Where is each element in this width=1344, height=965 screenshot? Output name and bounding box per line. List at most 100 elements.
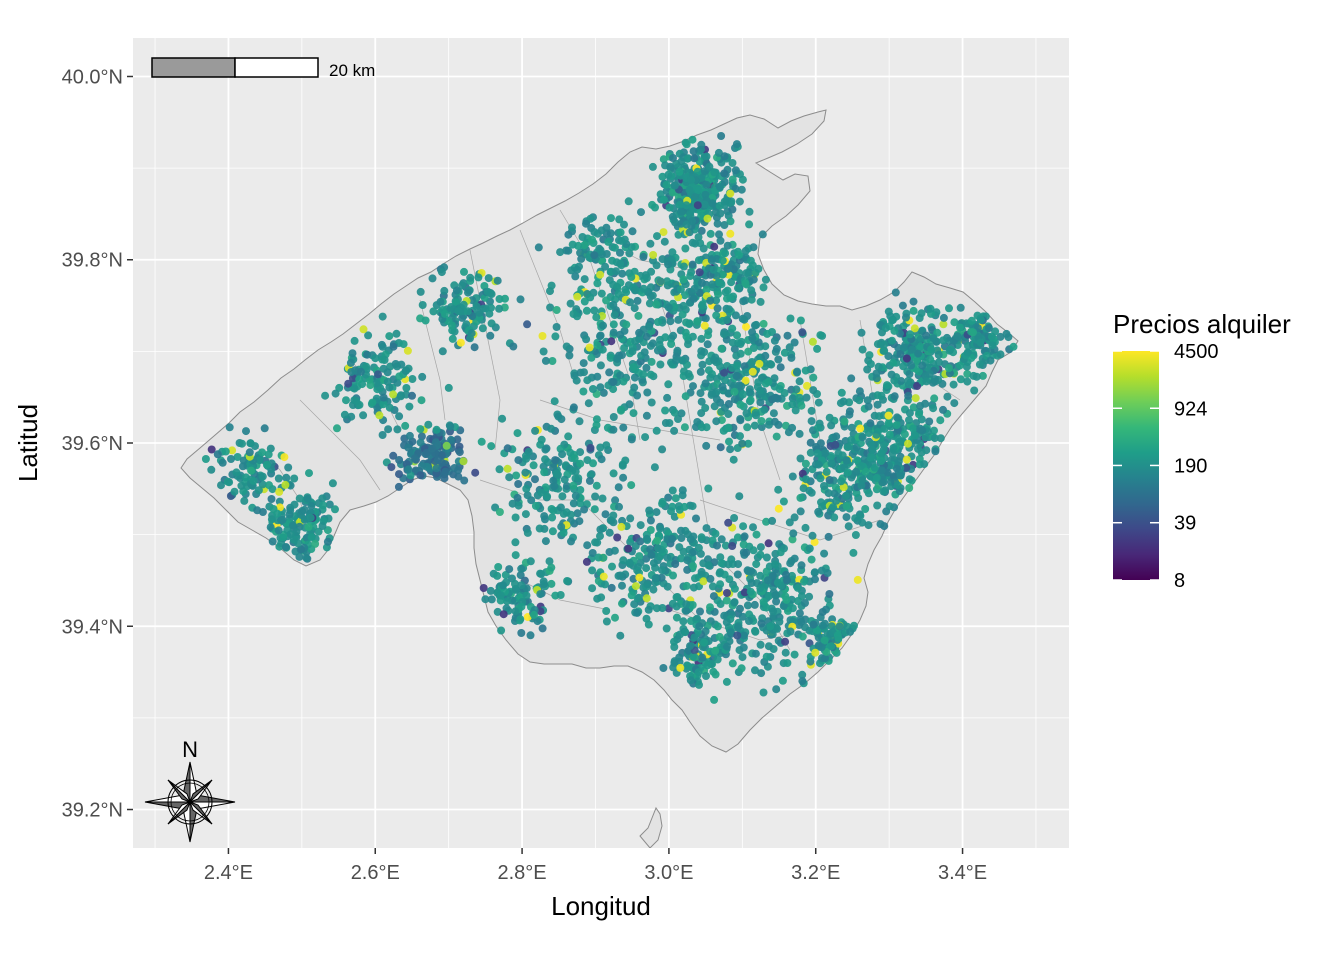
price-point bbox=[737, 664, 746, 673]
price-point bbox=[466, 334, 474, 343]
price-point bbox=[825, 476, 834, 484]
price-point bbox=[662, 180, 671, 189]
price-point bbox=[683, 530, 692, 539]
price-point bbox=[895, 437, 904, 446]
price-point bbox=[670, 512, 679, 521]
price-point bbox=[557, 522, 566, 531]
price-point bbox=[572, 376, 581, 385]
price-point bbox=[613, 282, 621, 291]
price-point bbox=[285, 510, 294, 519]
price-point bbox=[741, 279, 750, 288]
price-point bbox=[626, 514, 635, 523]
price-point bbox=[768, 516, 777, 525]
price-point bbox=[764, 539, 773, 548]
price-point bbox=[855, 396, 864, 405]
price-point bbox=[733, 570, 742, 579]
price-point bbox=[642, 594, 651, 603]
price-point bbox=[931, 447, 940, 456]
price-point bbox=[771, 591, 780, 600]
price-point bbox=[907, 361, 916, 370]
price-point bbox=[275, 487, 284, 496]
price-point bbox=[963, 348, 972, 357]
price-point bbox=[880, 424, 889, 433]
price-point bbox=[604, 237, 613, 246]
price-point bbox=[556, 248, 565, 257]
price-point bbox=[682, 201, 691, 210]
price-point bbox=[747, 579, 756, 587]
price-point bbox=[839, 397, 848, 406]
price-point bbox=[790, 513, 799, 522]
price-point bbox=[796, 454, 805, 463]
price-point bbox=[856, 424, 865, 433]
price-point bbox=[375, 411, 384, 420]
price-point bbox=[609, 511, 618, 520]
price-point bbox=[582, 335, 591, 344]
price-point bbox=[307, 501, 316, 510]
price-point bbox=[827, 642, 836, 651]
y-axis: 39.2°N 39.4°N 39.6°N 39.8°N 40.0°N bbox=[62, 66, 133, 822]
price-point bbox=[672, 602, 681, 611]
price-point bbox=[732, 372, 741, 380]
price-point bbox=[916, 424, 925, 433]
price-point bbox=[421, 316, 430, 325]
price-point bbox=[487, 595, 496, 604]
price-point bbox=[779, 602, 788, 610]
price-point bbox=[417, 432, 426, 441]
price-point bbox=[856, 511, 865, 520]
price-point bbox=[321, 391, 330, 400]
price-point bbox=[816, 331, 825, 340]
price-point bbox=[898, 301, 907, 310]
price-point bbox=[651, 203, 659, 212]
price-point bbox=[616, 631, 625, 640]
legend-tick-label: 924 bbox=[1174, 398, 1207, 420]
price-point bbox=[870, 463, 879, 472]
price-point bbox=[752, 560, 761, 569]
price-point bbox=[724, 389, 733, 398]
price-point bbox=[580, 297, 589, 306]
price-point bbox=[666, 162, 675, 171]
price-point bbox=[659, 664, 668, 672]
price-point bbox=[797, 401, 806, 410]
x-tick-label: 3.0°E bbox=[644, 862, 693, 884]
price-point bbox=[523, 528, 532, 537]
price-point bbox=[648, 162, 657, 171]
price-point bbox=[344, 379, 353, 388]
price-point bbox=[723, 589, 731, 597]
price-point bbox=[697, 397, 706, 406]
price-point bbox=[441, 467, 450, 476]
x-tick-label: 2.4°E bbox=[204, 862, 253, 884]
price-point bbox=[682, 600, 691, 609]
price-point bbox=[745, 220, 754, 229]
price-point bbox=[539, 347, 548, 356]
price-point bbox=[864, 402, 873, 411]
price-point bbox=[904, 439, 912, 448]
price-point bbox=[760, 405, 769, 414]
price-point bbox=[752, 411, 760, 420]
price-point bbox=[820, 636, 829, 645]
price-point bbox=[392, 329, 401, 338]
price-point bbox=[517, 564, 526, 573]
price-point bbox=[538, 624, 547, 633]
price-point bbox=[970, 386, 979, 395]
price-point bbox=[448, 321, 456, 330]
price-point bbox=[221, 447, 230, 456]
price-point bbox=[706, 373, 715, 382]
price-point bbox=[736, 416, 745, 425]
price-point bbox=[637, 208, 645, 217]
price-point bbox=[811, 648, 820, 657]
price-point bbox=[705, 162, 714, 171]
price-point bbox=[405, 431, 414, 440]
price-point bbox=[701, 404, 710, 412]
price-point bbox=[493, 571, 502, 580]
price-point bbox=[926, 355, 935, 364]
price-point bbox=[416, 438, 425, 447]
municipal-border bbox=[299, 399, 381, 491]
price-point bbox=[807, 406, 816, 415]
price-point bbox=[772, 344, 781, 353]
price-point bbox=[689, 147, 698, 156]
price-point bbox=[921, 433, 930, 442]
price-point bbox=[483, 287, 492, 296]
price-point bbox=[681, 392, 690, 401]
price-point bbox=[690, 653, 699, 662]
price-point bbox=[773, 578, 782, 587]
